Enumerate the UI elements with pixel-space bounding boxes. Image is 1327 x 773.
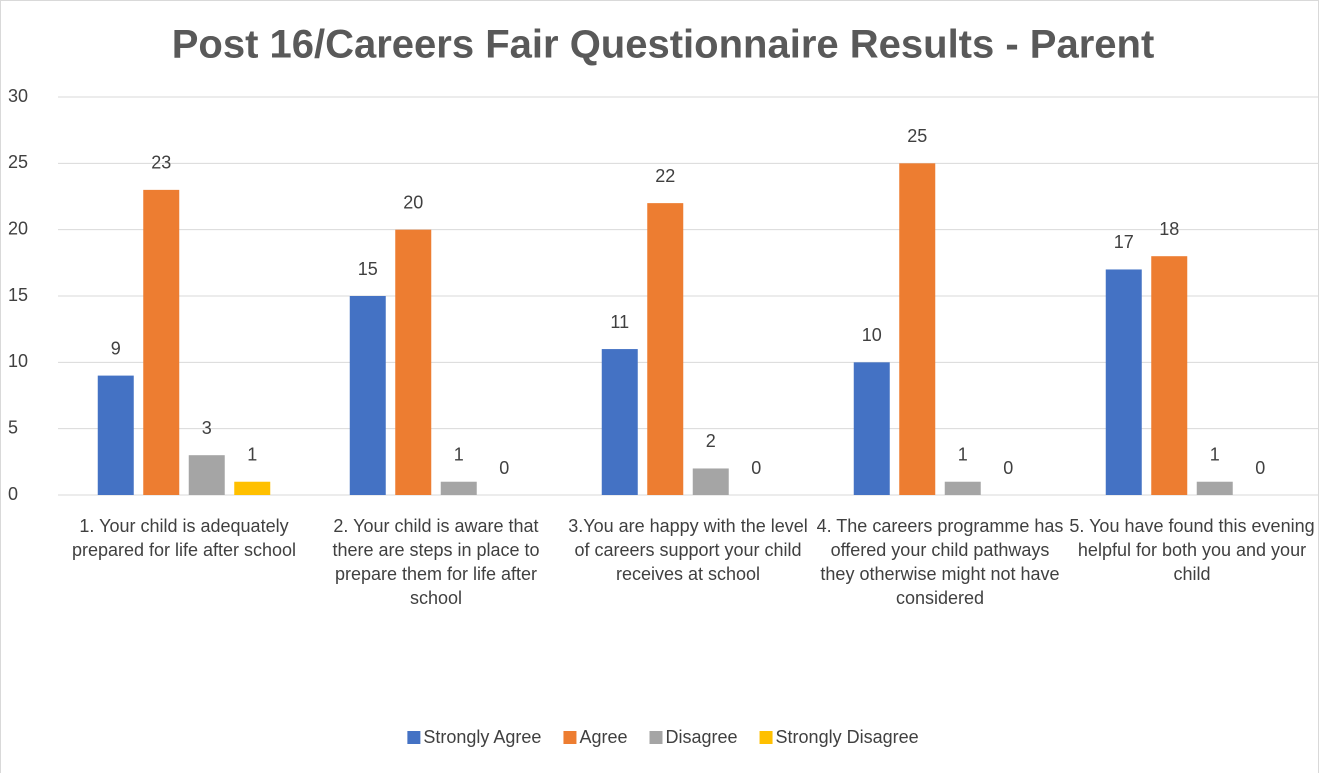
bar — [349, 296, 386, 495]
legend-label: Agree — [579, 727, 627, 747]
data-label: 0 — [1255, 458, 1265, 478]
bar — [234, 481, 271, 495]
data-label: 10 — [862, 325, 882, 345]
data-label: 9 — [111, 338, 121, 358]
bar — [97, 375, 134, 495]
data-label: 22 — [655, 166, 675, 186]
data-label: 23 — [151, 153, 171, 173]
data-label: 20 — [403, 192, 423, 212]
data-label: 11 — [610, 312, 629, 332]
y-tick-label: 10 — [8, 351, 28, 371]
data-label: 17 — [1114, 232, 1134, 252]
legend-label: Strongly Agree — [423, 727, 541, 747]
x-tick-label: 2. Your child is aware that there are st… — [332, 516, 540, 608]
legend-swatch — [649, 731, 663, 744]
bar — [944, 481, 981, 495]
data-label: 0 — [1003, 458, 1013, 478]
y-tick-label: 5 — [8, 417, 18, 437]
bar — [601, 349, 638, 495]
legend-swatch — [563, 731, 577, 744]
data-label: 2 — [706, 431, 716, 451]
data-label: 3 — [202, 418, 212, 438]
legend-swatch — [407, 731, 421, 744]
bar — [1105, 269, 1142, 495]
x-tick-label: 4. The careers programme has offered you… — [816, 516, 1064, 608]
legend-label: Strongly Disagree — [776, 727, 919, 747]
y-tick-label: 30 — [8, 86, 28, 106]
data-label: 1 — [1210, 444, 1220, 464]
bar — [899, 163, 936, 496]
data-label: 1 — [958, 444, 968, 464]
bar — [853, 362, 890, 495]
x-tick-label: 3.You are happy with the level of career… — [568, 516, 808, 584]
legend-label: Disagree — [666, 727, 738, 747]
y-tick-label: 25 — [8, 152, 28, 172]
y-tick-label: 0 — [8, 484, 18, 504]
data-label: 0 — [751, 458, 761, 478]
bar — [188, 455, 225, 495]
chart-title: Post 16/Careers Fair Questionnaire Resul… — [172, 23, 1155, 67]
bar — [647, 203, 684, 495]
data-label: 18 — [1159, 219, 1179, 239]
data-label: 0 — [499, 458, 509, 478]
y-tick-label: 20 — [8, 218, 28, 238]
y-tick-label: 15 — [8, 285, 28, 305]
bar — [1151, 256, 1188, 495]
bar — [692, 468, 729, 495]
bar — [440, 481, 477, 495]
bar — [395, 229, 432, 495]
bar — [143, 189, 180, 495]
bar — [1196, 481, 1233, 495]
data-label: 1 — [454, 444, 464, 464]
data-label: 15 — [358, 259, 378, 279]
legend-swatch — [759, 731, 773, 744]
data-label: 1 — [247, 444, 257, 464]
x-tick-label: 1. Your child is adequately prepared for… — [71, 516, 297, 560]
x-tick-label: 5. You have found this evening helpful f… — [1069, 516, 1315, 584]
data-label: 25 — [907, 126, 927, 146]
